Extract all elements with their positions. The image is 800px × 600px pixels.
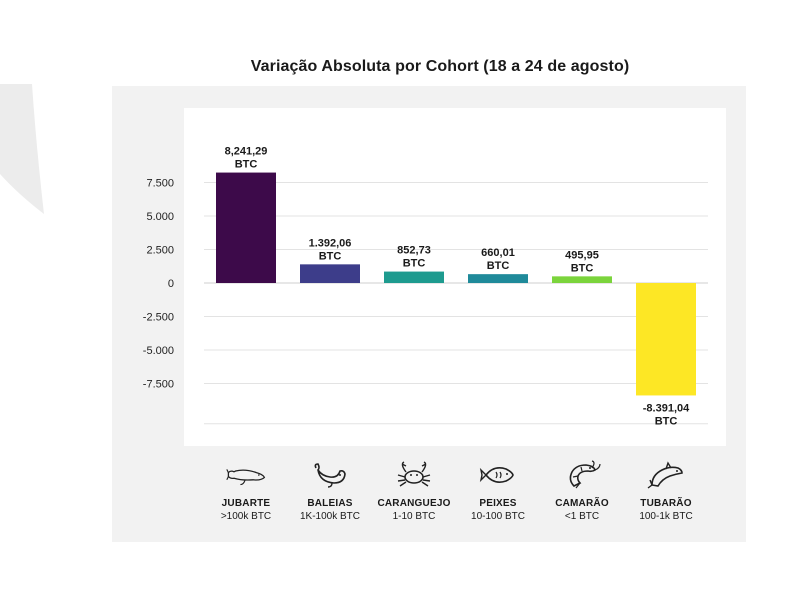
cohort-caranguejo: CARANGUEJO 1-10 BTC bbox=[359, 460, 469, 522]
cohort-name: TUBARÃO bbox=[640, 498, 692, 509]
cohort-baleias: BALEIAS 1K-100k BTC bbox=[275, 460, 385, 522]
fish-icon bbox=[479, 467, 514, 483]
bar bbox=[468, 274, 528, 283]
humpback-whale-icon bbox=[226, 469, 266, 486]
y-tick-label: -2.500 bbox=[143, 312, 174, 324]
bar bbox=[636, 283, 696, 396]
y-tick-label: 7.500 bbox=[146, 178, 174, 190]
data-label-unit: BTC bbox=[319, 250, 342, 262]
data-label: 1.392,06 bbox=[309, 237, 352, 249]
data-label: 8,241,29 bbox=[225, 146, 268, 158]
bar bbox=[384, 271, 444, 283]
data-label: 852,73 bbox=[397, 245, 431, 257]
bar bbox=[552, 276, 612, 283]
whale-icon bbox=[314, 463, 346, 488]
y-tick-label: 5.000 bbox=[146, 211, 174, 223]
cohort-range: 1K-100k BTC bbox=[299, 511, 361, 522]
cohort-tubarao: TUBARÃO 100-1k BTC bbox=[611, 460, 721, 522]
shark-icon bbox=[647, 461, 683, 489]
data-label-unit: BTC bbox=[655, 415, 678, 427]
data-label-unit: BTC bbox=[571, 262, 594, 274]
shrimp-icon bbox=[569, 460, 601, 489]
cohort-name: BALEIAS bbox=[307, 498, 353, 509]
bar bbox=[300, 264, 360, 283]
bar bbox=[216, 172, 276, 283]
data-label: 495,95 bbox=[565, 249, 599, 261]
data-label-unit: BTC bbox=[487, 260, 510, 272]
data-label: 660,01 bbox=[481, 247, 515, 259]
cohort-name: JUBARTE bbox=[221, 498, 271, 509]
cohort-range: 100-1k BTC bbox=[639, 511, 693, 522]
data-label-unit: BTC bbox=[235, 159, 258, 171]
y-tick-label: 0 bbox=[168, 278, 174, 290]
y-tick-label: 2.500 bbox=[146, 245, 174, 257]
crab-icon bbox=[397, 461, 431, 487]
decorative-shape bbox=[0, 84, 44, 214]
cohort-range: 10-100 BTC bbox=[471, 511, 525, 522]
cohort-range: >100k BTC bbox=[220, 511, 272, 522]
chart-title: Variação Absoluta por Cohort (18 a 24 de… bbox=[250, 58, 630, 75]
cohort-name: PEIXES bbox=[479, 498, 517, 509]
cohort-range: 1-10 BTC bbox=[392, 511, 436, 522]
y-tick-label: -7.500 bbox=[143, 379, 174, 391]
cohort-range: <1 BTC bbox=[564, 511, 600, 522]
cohort-name: CAMARÃO bbox=[555, 498, 609, 509]
y-tick-label: -5.000 bbox=[143, 345, 174, 357]
data-label: -8.391,04 bbox=[643, 402, 690, 414]
cohort-camarao: CAMARÃO <1 BTC bbox=[527, 460, 637, 522]
cohort-name: CARANGUEJO bbox=[377, 498, 451, 509]
data-label-unit: BTC bbox=[403, 258, 426, 270]
cohort-peixes: PEIXES 10-100 BTC bbox=[443, 460, 553, 522]
cohort-jubarte: JUBARTE >100k BTC bbox=[191, 460, 301, 522]
